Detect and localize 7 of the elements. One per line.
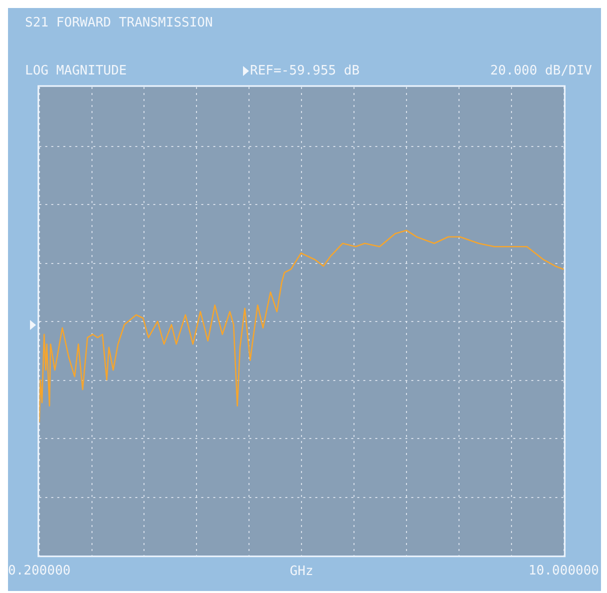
chart-title: S21 FORWARD TRANSMISSION — [25, 15, 213, 30]
text: 20.000 dB/DIV — [490, 63, 592, 78]
chart-subtitle: LOG MAGNITUDE — [25, 63, 127, 78]
text: REF=-59.955 dB — [250, 63, 360, 78]
x-axis-title: GHz — [290, 564, 314, 579]
x-tick-label: 10.000000 — [528, 564, 600, 579]
x-tick-label: 0.200000 — [8, 564, 71, 579]
